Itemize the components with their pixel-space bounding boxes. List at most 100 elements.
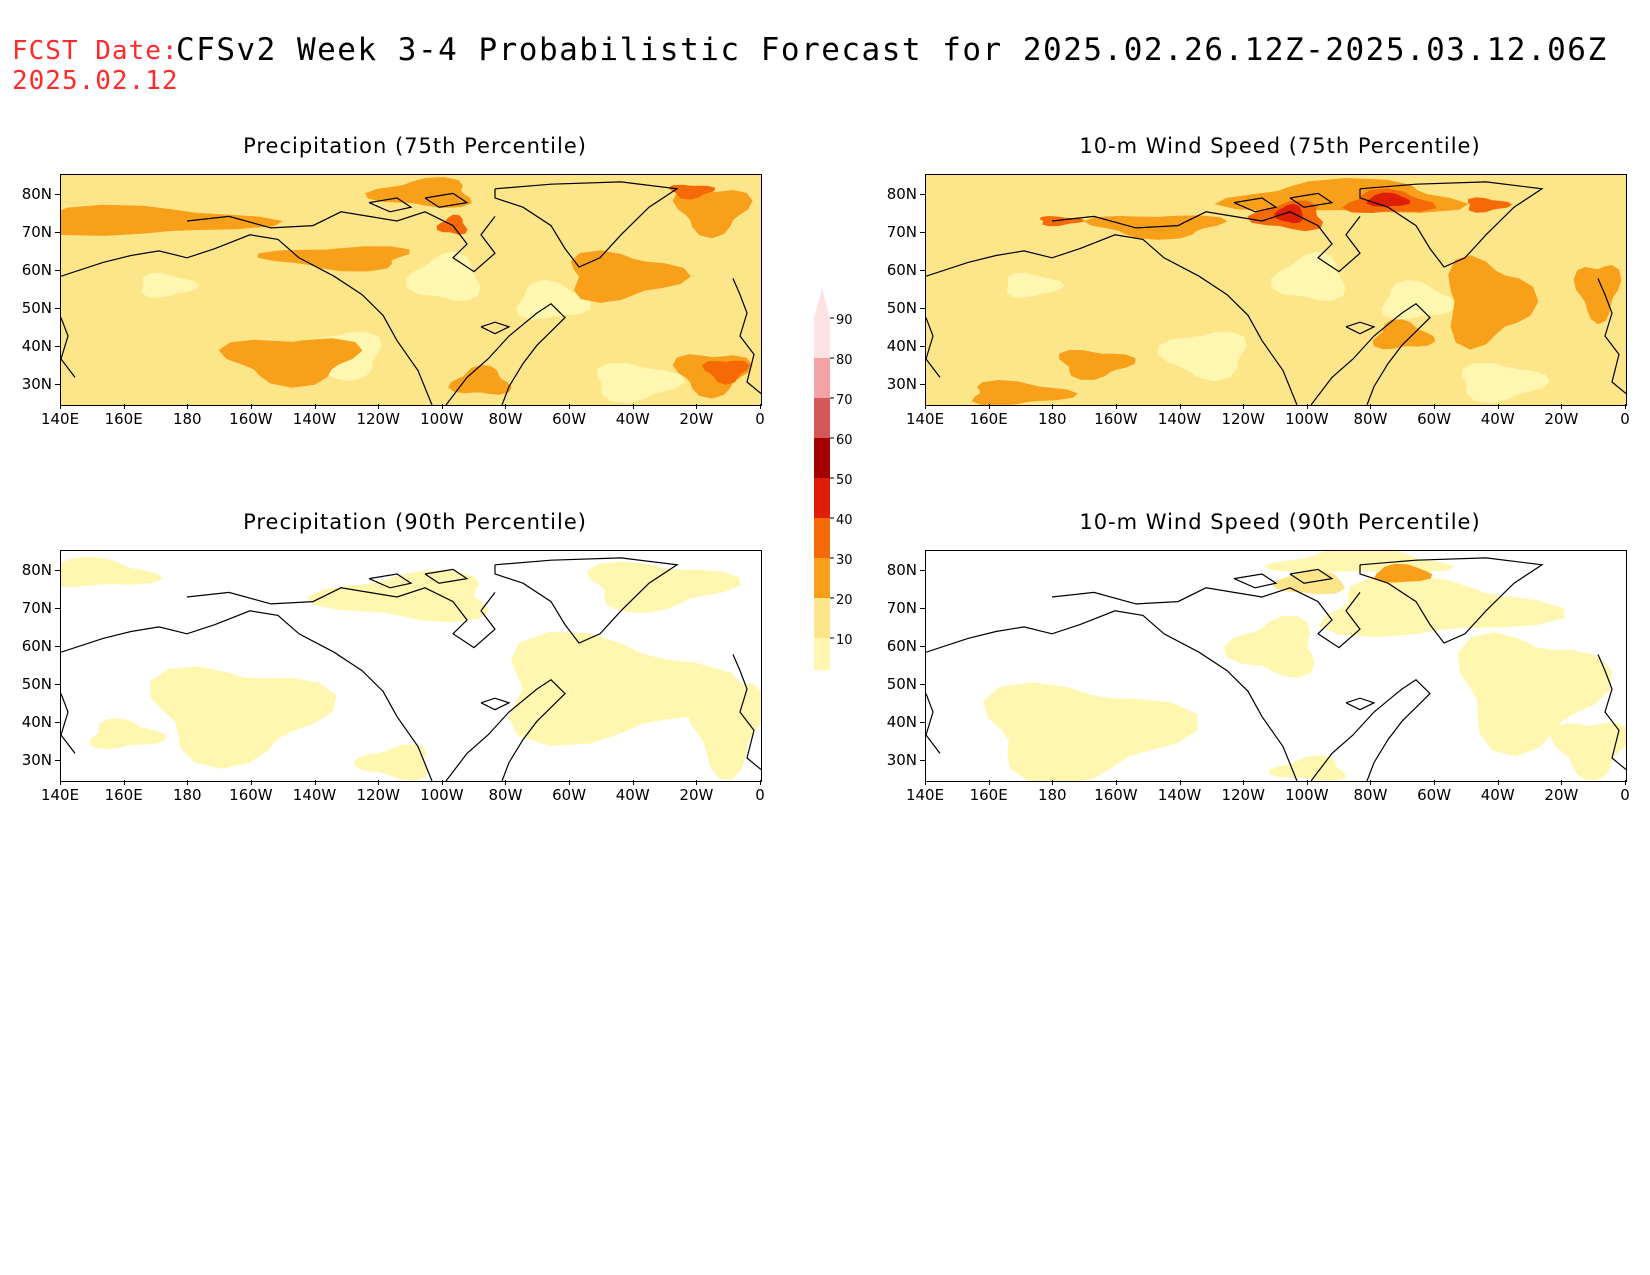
lon-tick [1497,404,1499,409]
lat-label: 30N [886,751,917,769]
lon-label: 140E [905,786,945,804]
lon-label: 20W [1544,410,1579,428]
lat-label: 30N [21,751,52,769]
lon-label: 0 [1620,410,1630,428]
lat-tick [920,608,925,609]
lat-label: 40N [21,337,52,355]
lon-label: 80W [488,410,523,428]
lon-tick [1052,404,1054,409]
lon-label: 120W [1221,410,1265,428]
lat-tick [55,270,60,271]
lon-label: 60W [1417,410,1452,428]
colorbar: 90 80 70 60 50 40 30 20 10 [800,270,890,710]
lon-label: 120W [356,786,400,804]
lon-label: 160W [1094,786,1138,804]
lon-tick [1561,404,1563,409]
colorbar-top-arrow [814,288,830,318]
colorbar-segment [814,558,830,598]
lon-tick [441,780,443,785]
lon-tick [1625,404,1626,409]
lon-tick [123,404,125,409]
lat-label: 50N [21,299,52,317]
lon-tick [696,780,698,785]
map-graphic [926,175,1626,405]
lon-tick [314,780,316,785]
lat-label: 60N [886,637,917,655]
lat-label: 80N [886,561,917,579]
panel-title: 10-m Wind Speed (75th Percentile) [1079,134,1481,158]
lon-label: 140E [905,410,945,428]
lon-label: 160E [969,786,1008,804]
lon-tick [1434,404,1436,409]
colorbar-label: 60 [836,433,853,448]
lat-tick [920,570,925,571]
lat-tick [55,684,60,685]
colorbar-graphic: 90 80 70 60 50 40 30 20 10 [813,288,853,710]
lat-label: 30N [21,375,52,393]
lon-tick [505,404,507,409]
lon-label: 80W [488,786,523,804]
map-graphic [61,551,761,781]
lon-label: 180 [1037,410,1067,428]
map-panel [60,550,762,782]
lon-label: 140W [1157,786,1202,804]
lon-label: 180 [1037,786,1067,804]
lat-label: 40N [886,337,917,355]
colorbar-segment [814,398,830,438]
lon-tick [1306,404,1308,409]
lon-label: 160E [969,410,1008,428]
lon-tick [441,404,443,409]
lon-tick [1115,404,1117,409]
map-panel [925,550,1627,782]
lon-tick [925,780,926,785]
lon-tick [1179,780,1181,785]
lat-label: 80N [21,561,52,579]
lon-label: 160E [104,786,143,804]
lon-label: 20W [679,786,714,804]
lon-label: 80W [1353,786,1388,804]
lon-tick [378,780,380,785]
lon-label: 20W [1544,786,1579,804]
lon-label: 140W [1157,410,1202,428]
lon-label: 120W [1221,786,1265,804]
page-title: CFSv2 Week 3-4 Probabilistic Forecast fo… [176,32,1608,68]
lon-tick [1115,780,1117,785]
lon-tick [569,404,571,409]
map-panel [60,174,762,406]
lat-label: 70N [886,223,917,241]
lon-label: 180 [172,786,202,804]
colorbar-label: 50 [836,473,853,488]
lat-tick [920,232,925,233]
lon-label: 100W [420,786,464,804]
lat-tick [55,346,60,347]
panel-title: Precipitation (75th Percentile) [243,134,587,158]
lon-tick [505,780,507,785]
lat-tick [920,646,925,647]
lat-tick [55,608,60,609]
lat-tick [920,760,925,761]
lon-tick [1497,780,1499,785]
lon-label: 40W [615,786,650,804]
lon-tick [250,780,252,785]
lon-label: 0 [1620,786,1630,804]
colorbar-segment [814,438,830,478]
lon-label: 160E [104,410,143,428]
colorbar-segment [814,518,830,558]
colorbar-label: 80 [836,353,853,368]
colorbar-label: 40 [836,513,853,528]
lon-tick [378,404,380,409]
lat-tick [920,384,925,385]
lon-tick [988,780,990,785]
lon-label: 100W [1285,410,1329,428]
panel-title: Precipitation (90th Percentile) [243,510,587,534]
lat-tick [55,194,60,195]
lat-label: 50N [886,299,917,317]
fcst-date-label: FCST Date: [12,36,179,66]
lat-tick [55,384,60,385]
lon-label: 140E [40,786,80,804]
lon-tick [123,780,125,785]
colorbar-label: 90 [836,313,853,328]
lon-tick [1243,404,1245,409]
lat-label: 40N [886,713,917,731]
colorbar-segment [814,358,830,398]
